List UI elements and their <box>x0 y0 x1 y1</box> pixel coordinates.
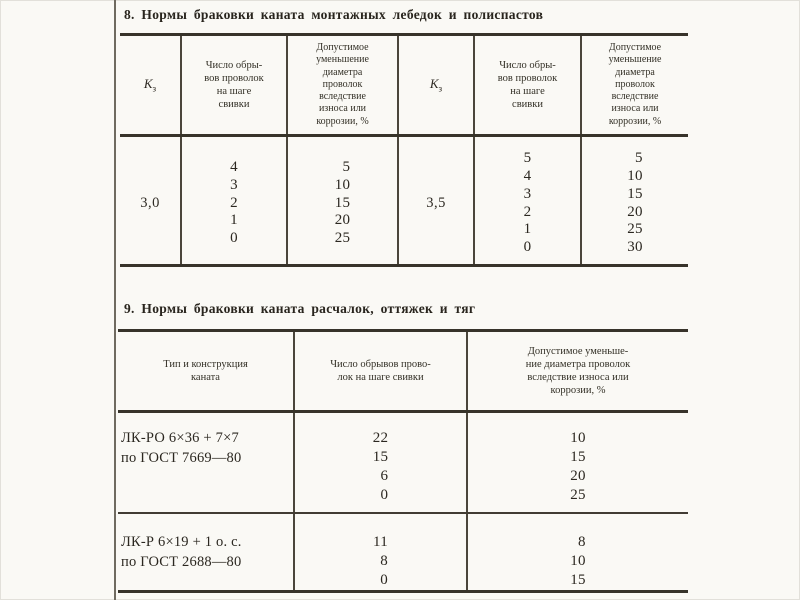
table-8-header-wear-left: Допустимое уменьшение диаметра проволок … <box>288 36 399 134</box>
breaks-values-right: 5 4 3 2 1 0 <box>475 137 582 264</box>
table-8-header-wear-right: Допустимое уменьшение диаметра проволок … <box>608 42 662 127</box>
table-9-rejection-norms-guys: Тип и конструкция каната Число обрывов п… <box>118 329 688 593</box>
table-8-header-k-left: Kз <box>120 36 182 134</box>
table-8-header-k-right: Kз <box>399 36 475 134</box>
rope-type-lk-ro: ЛК-РО 6×36 + 7×7 по ГОСТ 7669—80 <box>118 413 295 512</box>
table-8-title: 8. Нормы браковки каната монтажных лебед… <box>124 7 544 22</box>
table-9-header-type: Тип и конструкция каната <box>118 332 295 410</box>
wear-values-lk-ro: 10 15 20 25 <box>570 430 586 503</box>
table-9-title: 9. Нормы браковки каната расчалок, оттяж… <box>124 301 476 316</box>
table-8-header-breaks-right: Число обры- вов проволок на шаге свивки <box>475 36 582 134</box>
k-factor-symbol: Kз <box>429 76 443 94</box>
table-8-rejection-norms-winches: Kз Число обры- вов проволок на шаге свив… <box>120 33 688 267</box>
k-value-3-5: 3,5 <box>399 137 475 264</box>
rope-type-lk-r: ЛК-Р 6×19 + 1 о. с. по ГОСТ 2688—80 <box>118 514 295 590</box>
breaks-values-left: 4 3 2 1 0 <box>182 137 288 264</box>
table-8-header-breaks-left: Число обры- вов проволок на шаге свивки <box>182 36 288 134</box>
page-margin-rule <box>114 0 116 600</box>
breaks-values-lk-ro: 22 15 6 0 <box>295 413 468 512</box>
breaks-values-lk-r: 11 8 0 <box>295 514 468 590</box>
table-8-body-row: 3,0 4 3 2 1 0 5 10 15 20 25 3,5 5 4 3 2 … <box>120 137 688 267</box>
wear-values-lk-r: 8 10 15 <box>570 534 586 588</box>
table-9-row-lk-ro: ЛК-РО 6×36 + 7×7 по ГОСТ 7669—80 22 15 6… <box>118 413 688 514</box>
table-9-header-wear: Допустимое уменьше- ние диаметра проволо… <box>525 346 631 396</box>
k-value-3-0: 3,0 <box>120 137 182 264</box>
k-factor-symbol: Kз <box>143 76 157 94</box>
table-8-header-row: Kз Число обры- вов проволок на шаге свив… <box>120 36 688 137</box>
wear-values-right: 5 10 15 20 25 30 <box>627 150 643 256</box>
table-9-row-lk-r: ЛК-Р 6×19 + 1 о. с. по ГОСТ 2688—80 11 8… <box>118 514 688 593</box>
table-9-header-row: Тип и конструкция каната Число обрывов п… <box>118 332 688 413</box>
table-9-header-breaks: Число обрывов прово- лок на шаге свивки <box>295 332 468 410</box>
wear-values-left: 5 10 15 20 25 <box>288 137 399 264</box>
